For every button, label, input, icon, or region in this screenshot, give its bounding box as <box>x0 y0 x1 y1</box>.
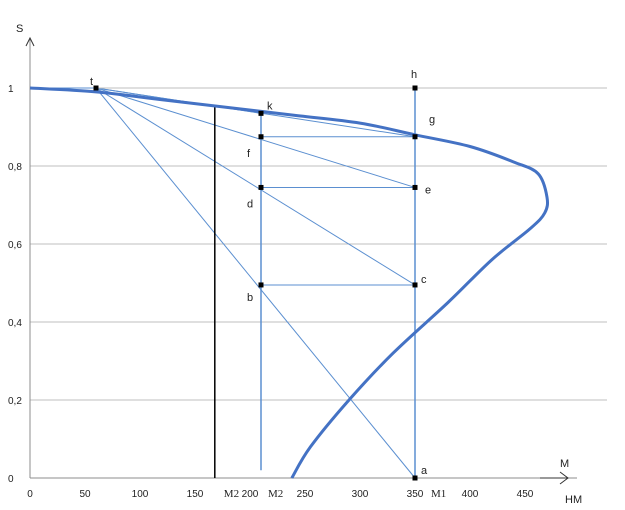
ray-t-e <box>95 87 416 188</box>
labels: 0 0,2 0,4 0,6 0,8 1 0 50 100 150 200 250 300 350 400 45… <box>8 23 582 506</box>
x-tick-label: 300 <box>352 489 369 500</box>
x-tick-label: 250 <box>297 489 314 500</box>
ray-t-c <box>95 87 416 286</box>
y-tick-label: 0,4 <box>8 318 22 329</box>
point-a <box>412 475 418 481</box>
x-axis-label: НМ <box>565 494 582 506</box>
x-tick-label: 400 <box>462 489 479 500</box>
y-tick-label: 0,2 <box>8 396 22 407</box>
vertical-marker-lines <box>214 88 416 478</box>
construction-lines <box>30 87 607 479</box>
point-e <box>412 184 418 190</box>
y-tick-label: 0,6 <box>8 240 22 251</box>
characteristic-curve <box>29 86 550 479</box>
point-d <box>258 184 264 190</box>
gridlines <box>30 87 607 401</box>
x-tick-label: 0 <box>27 489 33 500</box>
y-tick-label: 0 <box>8 474 14 485</box>
point-label-k: k <box>267 100 273 112</box>
point-b <box>258 282 264 288</box>
point-g <box>412 134 418 140</box>
y-tick-label: 1 <box>8 84 14 95</box>
x-tick-label: 50 <box>79 489 91 500</box>
curve-line <box>29 86 550 479</box>
vertical-line-label-m2: M2 <box>268 488 283 500</box>
point-label-b: b <box>247 292 253 304</box>
point-markers <box>93 85 418 481</box>
point-label-t: t <box>90 76 93 88</box>
point-label-e: e <box>425 184 431 196</box>
x-tick-label: 450 <box>517 489 534 500</box>
y-axis-arrow <box>25 36 35 47</box>
point-label-g: g <box>429 114 435 126</box>
x-tick-label: 100 <box>132 489 149 500</box>
x-axis-arrow-label: M <box>560 458 569 470</box>
ray-t-g <box>95 87 416 138</box>
y-tick-label: 0,8 <box>8 162 22 173</box>
point-label-f: f <box>247 148 251 160</box>
vertical-line-label-m1: M1 <box>431 488 446 500</box>
point-label-h: h <box>411 69 417 81</box>
x-tick-label: 350 <box>407 489 424 500</box>
axes <box>25 36 577 485</box>
point-label-d: d <box>247 198 253 210</box>
vertical-line-label-m2: M2 <box>224 488 239 500</box>
point-t <box>93 85 99 91</box>
point-c <box>412 282 418 288</box>
point-k <box>258 110 264 116</box>
y-axis-label: S <box>16 23 23 35</box>
point-label-a: a <box>421 465 428 477</box>
x-tick-label: 150 <box>187 489 204 500</box>
x-tick-label: 200 <box>242 489 259 500</box>
point-label-c: c <box>421 274 427 286</box>
point-h <box>412 85 418 91</box>
ray-t-a <box>95 87 416 479</box>
point-f <box>258 134 264 140</box>
